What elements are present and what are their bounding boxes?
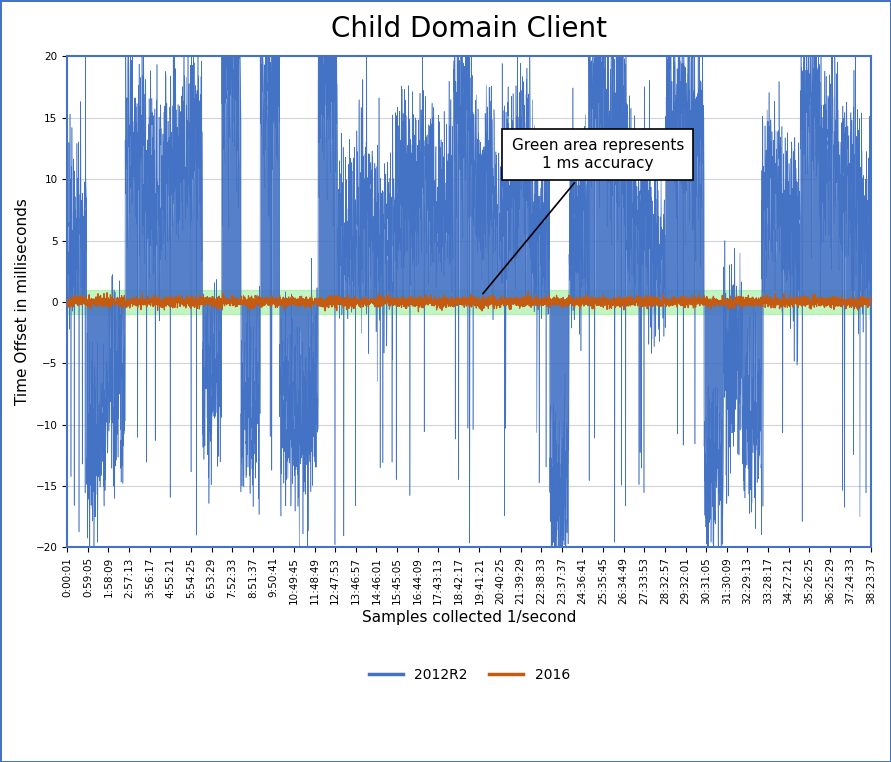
Text: Green area represents
1 ms accuracy: Green area represents 1 ms accuracy — [483, 139, 684, 293]
X-axis label: Samples collected 1/second: Samples collected 1/second — [362, 610, 576, 625]
Bar — [68, 290, 871, 314]
Y-axis label: Time Offset in milliseconds: Time Offset in milliseconds — [15, 199, 30, 405]
Legend: 2012R2, 2016: 2012R2, 2016 — [363, 663, 576, 688]
Title: Child Domain Client: Child Domain Client — [331, 15, 607, 43]
